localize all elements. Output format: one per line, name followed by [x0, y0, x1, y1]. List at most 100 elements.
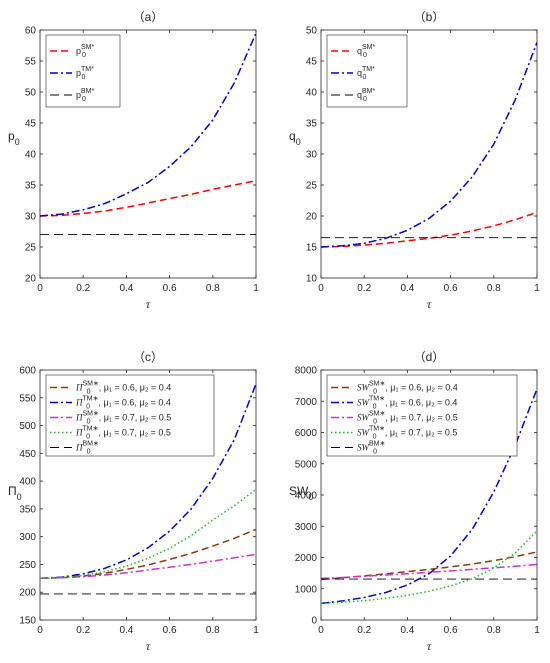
series-line-1: [321, 211, 537, 248]
legend-entry: ΠBM∗ 0: [75, 441, 99, 456]
panel-title: （a）: [133, 10, 164, 24]
y-tick-label: 35: [25, 181, 37, 192]
legend-entry: qTM* 0: [357, 66, 375, 81]
legend-entry: SWSM∗ 0, μ₁ = 0.7, μ₂ = 0.5: [357, 411, 458, 426]
y-tick-label: 450: [19, 449, 36, 460]
y-tick-label: 300: [19, 532, 36, 543]
y-tick-label: 25: [306, 181, 318, 192]
y-tick-label: 20: [306, 212, 318, 223]
x-tick-label: 0.8: [206, 283, 220, 294]
y-axis-label: p0: [8, 129, 20, 147]
chart-panel-1: （a） 0 0.2 0.4 0.6 0.8 1 20 25 30 35 40 45 50 55 60 τ p0 pS…: [8, 10, 259, 311]
x-tick-label: 0: [318, 625, 324, 636]
y-tick-label: 500: [19, 421, 36, 432]
x-tick-label: 0.6: [444, 625, 458, 636]
y-tick-label: 0: [311, 616, 317, 627]
x-axis-label: τ: [427, 639, 432, 653]
series-line-4: [321, 530, 537, 605]
x-axis-label: τ: [146, 297, 151, 311]
legend-entry: ΠTM∗ 0, μ₁ = 0.6, μ₂ = 0.4: [75, 396, 171, 411]
y-tick-label: 15: [306, 243, 318, 254]
series-line-2: [321, 388, 537, 605]
y-tick-label: 150: [19, 616, 36, 627]
panel-title: （b）: [414, 10, 445, 24]
x-tick-label: 0.4: [119, 283, 133, 294]
y-tick-label: 200: [19, 588, 36, 599]
x-tick-label: 1: [253, 283, 259, 294]
y-tick-label: 3000: [295, 522, 318, 533]
legend-entry: ΠSM∗ 0, μ₁ = 0.6, μ₂ = 0.4: [75, 381, 171, 396]
legend-entry: qSM* 0: [357, 44, 376, 59]
y-tick-label: 45: [25, 119, 37, 130]
y-tick-label: 550: [19, 393, 36, 404]
legend-entry: pBM* 0: [76, 88, 95, 103]
x-tick-label: 0.2: [357, 625, 371, 636]
x-tick-label: 0.6: [444, 283, 458, 294]
y-tick-label: 2000: [295, 553, 318, 564]
x-tick-label: 1: [534, 283, 540, 294]
legend-entry: ΠSM∗ 0, μ₁ = 0.7, μ₂ = 0.5: [75, 411, 171, 426]
y-tick-label: 30: [25, 212, 37, 223]
x-tick-label: 0.2: [76, 625, 90, 636]
x-tick-label: 0.4: [400, 283, 414, 294]
legend-box: [45, 374, 215, 457]
y-axis-label: Π0: [8, 484, 22, 502]
y-tick-label: 10: [306, 274, 318, 285]
y-axis-label: q0: [289, 129, 301, 147]
x-tick-label: 0.8: [487, 625, 501, 636]
chart-panel-4: （d） 0 0.2 0.4 0.6 0.8 1 0 1000 2000 3000 4000 5000 60…: [289, 350, 540, 653]
y-tick-label: 45: [306, 57, 318, 68]
legend-box: [326, 34, 408, 108]
y-tick-label: 50: [25, 88, 37, 99]
x-tick-label: 0.4: [119, 625, 133, 636]
y-tick-label: 1000: [295, 584, 318, 595]
series-line-3: [321, 563, 537, 580]
y-tick-label: 350: [19, 504, 36, 515]
x-tick-label: 1: [534, 625, 540, 636]
x-tick-label: 1: [253, 625, 259, 636]
legend-box: [326, 374, 518, 457]
y-tick-label: 7000: [295, 397, 318, 408]
x-axis-label: τ: [146, 639, 151, 653]
y-tick-label: 600: [19, 366, 36, 377]
y-tick-label: 40: [306, 88, 318, 99]
y-tick-label: 20: [25, 274, 37, 285]
legend-entry: SWBM∗ 0: [357, 441, 385, 456]
y-tick-label: 30: [306, 150, 318, 161]
legend-entry: qBM* 0: [357, 88, 376, 103]
x-axis-label: τ: [427, 297, 432, 311]
x-tick-label: 0.8: [206, 625, 220, 636]
legend-entry: SWSM∗ 0, μ₁ = 0.6, μ₂ = 0.4: [357, 381, 458, 396]
y-tick-label: 4000: [295, 491, 318, 502]
y-tick-label: 40: [25, 150, 37, 161]
chart-panel-3: （c） 0 0.2 0.4 0.6 0.8 1 150 200 250 300 350 400 450 50…: [8, 350, 259, 653]
legend-entry: SWTM∗ 0, μ₁ = 0.6, μ₂ = 0.4: [357, 396, 457, 411]
y-tick-label: 55: [25, 57, 37, 68]
x-tick-label: 0.2: [76, 283, 90, 294]
y-tick-label: 5000: [295, 459, 318, 470]
x-tick-label: 0.4: [400, 625, 414, 636]
series-line-2: [40, 383, 256, 580]
x-tick-label: 0.6: [163, 625, 177, 636]
panel-title: （c）: [133, 350, 163, 364]
y-tick-label: 35: [306, 119, 318, 130]
y-tick-label: 25: [25, 243, 37, 254]
y-tick-label: 8000: [295, 366, 318, 377]
legend-entry: SWTM∗ 0, μ₁ = 0.7, μ₂ = 0.5: [357, 426, 457, 441]
series-line-2: [321, 42, 537, 248]
y-tick-label: 400: [19, 477, 36, 488]
x-tick-label: 0.2: [357, 283, 371, 294]
y-tick-label: 250: [19, 560, 36, 571]
legend-entry: pSM* 0: [76, 44, 95, 59]
y-tick-label: 50: [306, 26, 318, 37]
series-line-2: [40, 32, 256, 217]
legend-entry: ΠTM∗ 0, μ₁ = 0.7, μ₂ = 0.5: [75, 426, 171, 441]
x-tick-label: 0.8: [487, 283, 501, 294]
panel-title: （d）: [414, 350, 445, 364]
x-tick-label: 0: [37, 625, 43, 636]
y-tick-label: 60: [25, 26, 37, 37]
chart-panel-2: （b） 0 0.2 0.4 0.6 0.8 1 10 15 20 25 30 35 40 45 50 τ q0 qS…: [289, 10, 540, 311]
series-line-4: [40, 488, 256, 580]
x-tick-label: 0.6: [163, 283, 177, 294]
